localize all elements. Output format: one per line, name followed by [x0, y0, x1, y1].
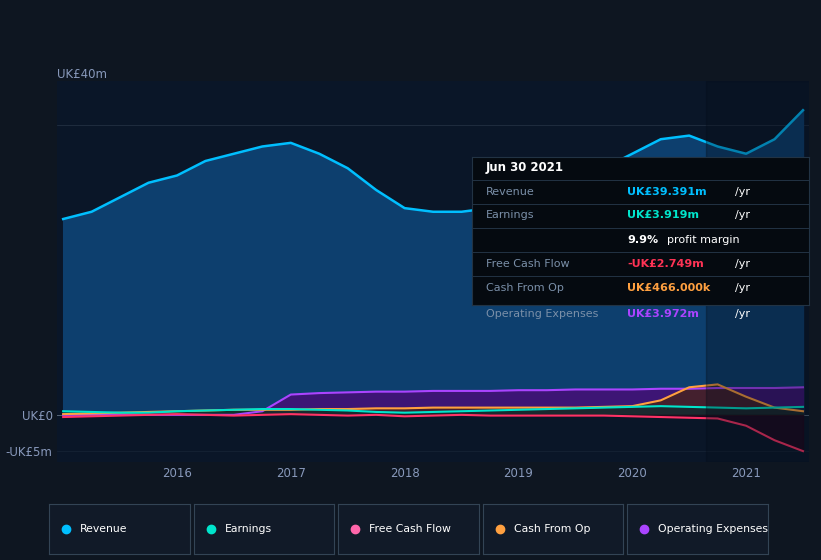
Text: UK£3.972m: UK£3.972m [627, 309, 699, 319]
Text: /yr: /yr [735, 309, 750, 319]
Text: 9.9%: 9.9% [627, 235, 658, 245]
Text: /yr: /yr [735, 259, 750, 269]
Text: UK£40m: UK£40m [57, 68, 108, 81]
Text: /yr: /yr [735, 211, 750, 221]
Text: Earnings: Earnings [225, 524, 272, 534]
Text: UK£39.391m: UK£39.391m [627, 186, 707, 197]
Text: Free Cash Flow: Free Cash Flow [369, 524, 451, 534]
Text: -UK£2.749m: -UK£2.749m [627, 259, 704, 269]
Text: Operating Expenses: Operating Expenses [658, 524, 768, 534]
Text: Cash From Op: Cash From Op [485, 283, 563, 293]
Text: /yr: /yr [735, 186, 750, 197]
Text: Cash From Op: Cash From Op [514, 524, 590, 534]
Text: Operating Expenses: Operating Expenses [485, 309, 598, 319]
Text: Free Cash Flow: Free Cash Flow [485, 259, 569, 269]
Text: Jun 30 2021: Jun 30 2021 [485, 161, 563, 174]
Text: Earnings: Earnings [485, 211, 534, 221]
Text: Revenue: Revenue [80, 524, 127, 534]
Text: UK£466.000k: UK£466.000k [627, 283, 710, 293]
Text: Revenue: Revenue [485, 186, 534, 197]
Text: UK£3.919m: UK£3.919m [627, 211, 699, 221]
Text: profit margin: profit margin [667, 235, 740, 245]
Text: /yr: /yr [735, 283, 750, 293]
Bar [706, 81, 814, 462]
